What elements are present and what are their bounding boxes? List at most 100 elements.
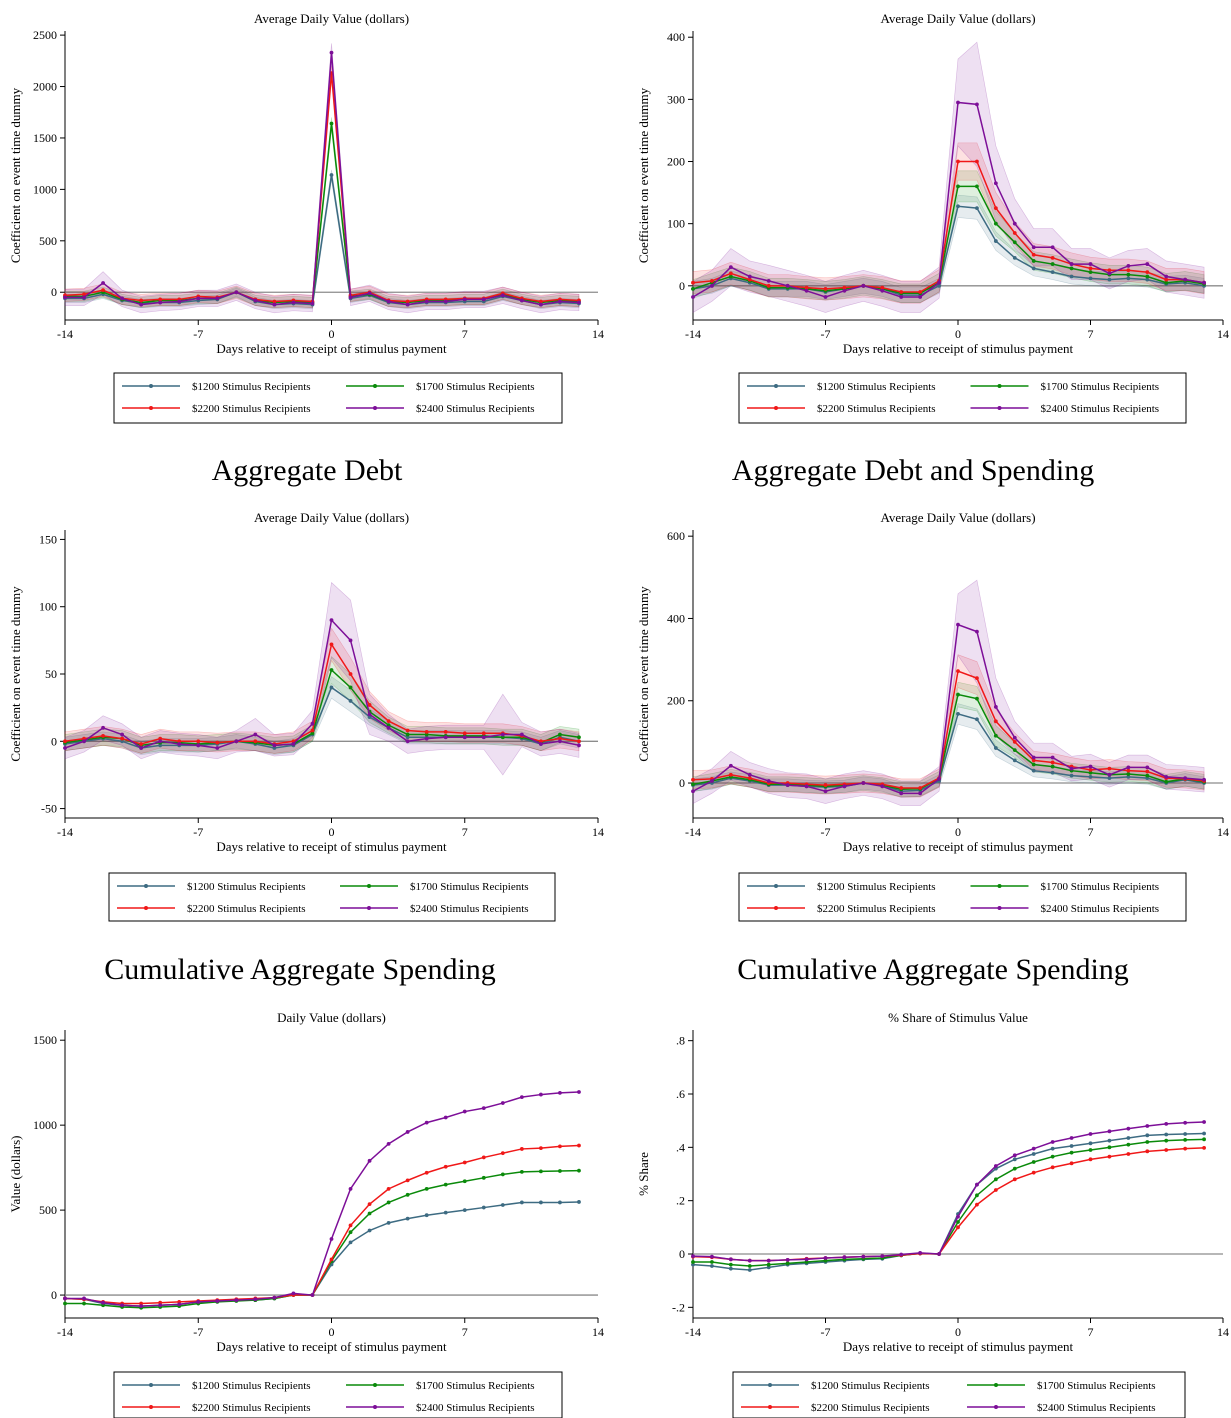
data-point <box>766 779 771 783</box>
data-point <box>1164 277 1169 282</box>
data-point <box>177 1302 182 1307</box>
data-point <box>1164 1148 1169 1152</box>
data-point <box>1012 240 1017 245</box>
data-point <box>367 712 372 717</box>
data-point <box>405 302 410 307</box>
data-point <box>348 1223 353 1228</box>
data-point <box>367 1202 372 1207</box>
data-point <box>1107 772 1112 777</box>
y-tick-label: 0 <box>679 1247 685 1261</box>
legend-box <box>738 372 1187 424</box>
x-tick-label: 14 <box>592 1325 604 1339</box>
data-point <box>272 1295 277 1300</box>
data-point <box>101 734 105 738</box>
legend-key-marker <box>768 1383 772 1387</box>
legend-label: $2400 Stimulus Recipients <box>410 903 529 915</box>
data-point <box>975 696 979 701</box>
legend: $1200 Stimulus Recipients $1700 Stimulus … <box>113 372 563 424</box>
data-point <box>348 295 353 300</box>
chart-2: Average Daily Value (dollars) 0 100 200 300 4… <box>636 11 1229 424</box>
y-tick-label: 100 <box>39 600 57 614</box>
data-point <box>1069 262 1074 266</box>
data-point <box>386 299 391 304</box>
data-point <box>443 1210 448 1215</box>
x-axis-label: Days relative to receipt of stimulus pay… <box>216 839 447 854</box>
data-point <box>519 732 524 737</box>
data-point <box>405 735 410 740</box>
series-line <box>65 123 580 304</box>
confidence-band <box>692 41 1205 314</box>
data-point <box>101 1300 105 1305</box>
y-tick-label: -50 <box>41 802 57 816</box>
data-point <box>481 1106 486 1111</box>
legend-label: $1700 Stimulus Recipients <box>416 381 535 393</box>
x-tick-label: -7 <box>821 825 831 839</box>
legend-key-marker <box>367 884 371 888</box>
data-point <box>842 1255 847 1260</box>
data-point <box>823 295 828 299</box>
x-tick-label: -7 <box>193 327 203 341</box>
data-point <box>993 181 998 186</box>
x-tick-label: -14 <box>685 327 701 341</box>
legend-label: $2200 Stimulus Recipients <box>817 403 936 415</box>
data-point <box>993 1177 998 1182</box>
data-point <box>1145 277 1150 282</box>
chart-1: Average Daily Value (dollars) 0 500 1000 150… <box>8 11 604 424</box>
data-point <box>424 1186 429 1191</box>
data-point <box>728 265 733 270</box>
y-tick-label: 200 <box>667 155 685 169</box>
data-point <box>1031 259 1036 263</box>
y-tick-label: 400 <box>667 611 685 625</box>
legend-key-marker <box>774 906 778 910</box>
legend-key-marker <box>774 884 778 888</box>
data-point <box>158 739 163 744</box>
data-point <box>348 672 353 676</box>
data-point <box>63 295 67 300</box>
data-point <box>558 1090 562 1095</box>
data-point <box>158 1303 163 1308</box>
data-point <box>1164 1138 1169 1143</box>
y-tick-label: 1500 <box>33 1033 57 1047</box>
data-point <box>386 719 391 724</box>
data-point <box>481 735 486 740</box>
legend-key-marker <box>997 906 1002 910</box>
x-tick-label: 0 <box>955 1325 961 1339</box>
chart-title: % Share of Stimulus Value <box>888 1010 1028 1025</box>
data-point <box>1050 1165 1055 1170</box>
y-tick-label: 150 <box>39 532 57 546</box>
data-point <box>823 789 828 794</box>
y-axis-label: Coefficient on event time dummy <box>8 87 23 263</box>
data-point <box>558 736 562 741</box>
data-point <box>538 302 543 307</box>
data-point <box>272 299 277 304</box>
y-tick-label: 200 <box>667 694 685 708</box>
data-point <box>101 288 105 293</box>
chart-title: Average Daily Value (dollars) <box>880 510 1035 525</box>
data-point <box>367 703 372 707</box>
data-point <box>1145 1124 1150 1128</box>
data-point <box>1069 1144 1074 1148</box>
legend: $1200 Stimulus Recipients $1700 Stimulus … <box>108 872 556 922</box>
data-point <box>766 1258 771 1263</box>
data-point <box>975 676 979 681</box>
data-point <box>558 1200 562 1205</box>
data-point <box>348 1186 353 1191</box>
data-point <box>1012 1177 1017 1182</box>
x-tick-label: 14 <box>592 825 604 839</box>
data-point <box>291 742 296 746</box>
legend-box <box>738 872 1187 922</box>
series-line <box>693 1138 1205 1267</box>
data-point <box>747 772 752 777</box>
data-point <box>937 280 941 285</box>
confidence-band <box>692 579 1205 806</box>
data-point <box>386 1200 391 1205</box>
data-point <box>747 776 752 780</box>
series-line <box>692 101 1205 298</box>
data-point <box>120 296 125 301</box>
data-point <box>1050 1154 1055 1159</box>
data-point <box>63 1296 67 1301</box>
data-point <box>1050 255 1055 260</box>
data-point <box>215 740 220 745</box>
data-point <box>918 1251 923 1255</box>
data-point <box>728 763 733 768</box>
